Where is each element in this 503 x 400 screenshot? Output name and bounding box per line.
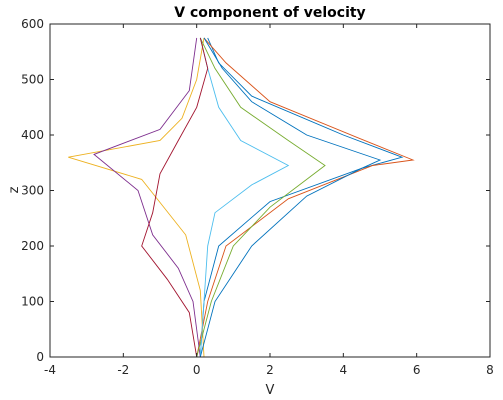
series-line-4 bbox=[93, 37, 201, 358]
x-tick-label: -2 bbox=[117, 363, 129, 377]
y-tick-label: 300 bbox=[21, 184, 44, 198]
x-tick-label: -4 bbox=[44, 363, 56, 377]
series-line-6 bbox=[199, 37, 290, 358]
series-line-7 bbox=[141, 37, 209, 358]
series-line-1 bbox=[199, 37, 404, 358]
y-tick-label: 200 bbox=[21, 239, 44, 253]
y-tick-label: 400 bbox=[21, 128, 44, 142]
y-axis-label: z bbox=[7, 186, 22, 193]
y-tick-label: 0 bbox=[36, 350, 44, 364]
y-tick-label: 600 bbox=[21, 17, 44, 31]
x-tick-label: 4 bbox=[340, 363, 348, 377]
series-line-3 bbox=[68, 37, 205, 358]
y-tick-label: 100 bbox=[21, 295, 44, 309]
x-axis-label: V bbox=[266, 383, 275, 398]
x-tick-label: 0 bbox=[193, 363, 201, 377]
y-tick-label: 500 bbox=[21, 73, 44, 87]
plot-area bbox=[50, 24, 490, 357]
x-tick-label: 6 bbox=[413, 363, 421, 377]
series-line-2 bbox=[196, 37, 415, 358]
y-axis: 0 100 200 300 400 500 600 bbox=[21, 17, 490, 364]
series-line-8 bbox=[199, 37, 382, 358]
series-line-5 bbox=[196, 37, 326, 358]
x-tick-label: 2 bbox=[266, 363, 274, 377]
x-axis: -4 -2 0 2 4 6 8 bbox=[44, 24, 494, 377]
x-tick-label: 8 bbox=[486, 363, 494, 377]
chart-title: V component of velocity bbox=[174, 5, 365, 21]
series-lines bbox=[68, 37, 415, 358]
